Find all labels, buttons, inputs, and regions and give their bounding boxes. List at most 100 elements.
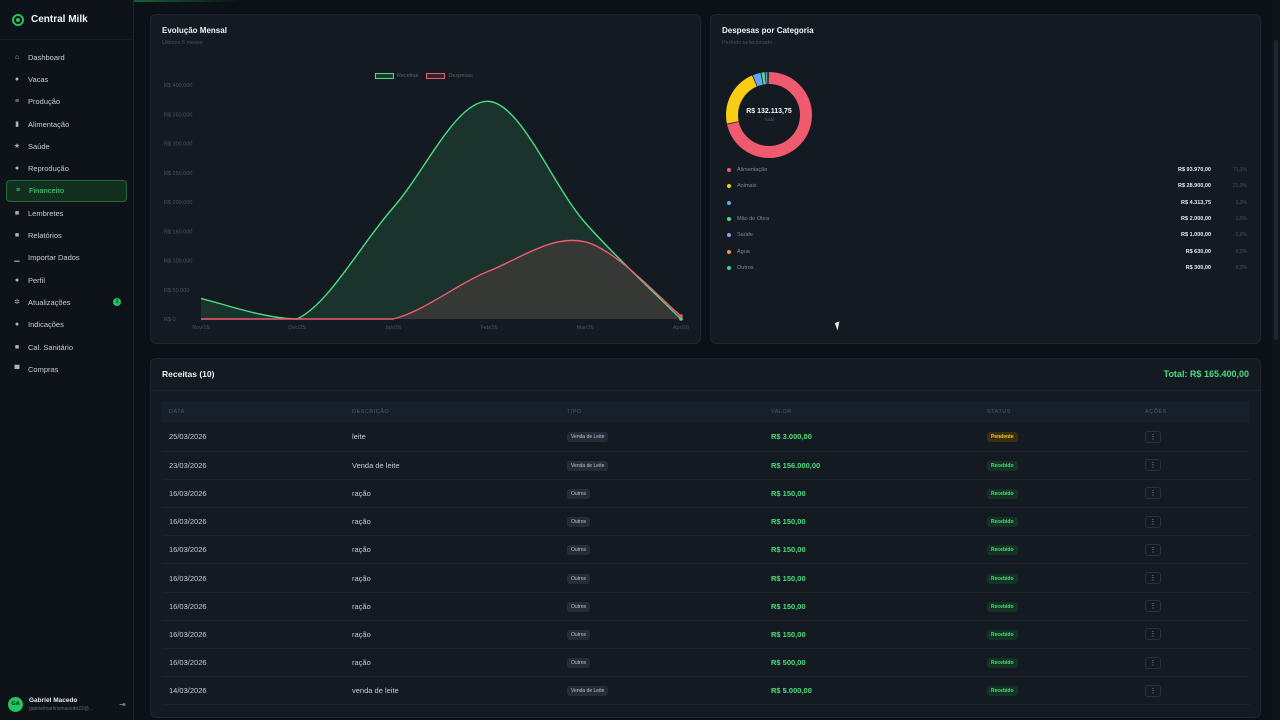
more-actions-button[interactable]: ⋮ [1145,684,1161,697]
sidebar-item-perfil[interactable]: ● Perfil [6,269,127,291]
row-value: R$ 150,00 [771,545,806,555]
sidebar-item-lembretes[interactable]: ■ Lembretes [6,202,127,224]
row-description: ração [352,601,371,611]
more-actions-button[interactable]: ⋮ [1145,600,1161,613]
category-row[interactable]: Animais R$ 28.900,00 21,9% [727,178,1247,194]
receitas-table: DATA DESCRIÇÃO TIPO VALOR STATUS AÇÕES 25/03/… [162,401,1250,705]
row-value: R$ 150,00 [771,488,806,498]
row-date: 14/03/2026 [169,686,207,696]
production-icon: ≡ [14,98,20,106]
status-badge: Recebido [987,686,1018,697]
more-actions-button[interactable]: ⋮ [1145,628,1161,641]
category-dot [727,168,731,173]
category-value: R$ 1.000,00 [1181,232,1211,239]
more-actions-button[interactable]: ⋮ [1145,430,1161,443]
category-dot [727,217,731,222]
category-name: Mão de Obra [737,216,770,223]
category-percent: 0,8% [1235,232,1247,239]
status-badge: Recebido [987,488,1018,499]
sidebar-item-label: Reprodução [28,164,69,174]
referrals-icon: ● [14,321,20,329]
series-point[interactable] [679,314,683,318]
category-value: R$ 300,00 [1185,264,1211,271]
sidebar-item-label: Relatórios [28,231,62,241]
sidebar-item-label: Vacas [28,74,49,84]
sidebar-item-relatorios[interactable]: ■ Relatórios [6,224,127,246]
category-percent: 0,5% [1235,248,1247,255]
sidebar-item-label: Perfil [28,275,46,285]
sidebar-item-producao[interactable]: ≡ Produção [6,91,127,113]
category-name: Água [737,248,750,255]
sidebar-item-label: Alimentação [28,119,70,129]
row-description: venda de leite [352,686,399,696]
brand[interactable]: Central Milk [0,0,133,40]
more-actions-button[interactable]: ⋮ [1145,656,1161,669]
y-tick-label: R$ 150.000 [164,229,192,235]
type-tag: Venda de Leite [567,686,609,697]
scrollbar-thumb[interactable] [1274,40,1278,340]
sidebar-item-vacas[interactable]: ● Vacas [6,68,127,90]
legend-item-receitas[interactable]: Receitas [375,73,418,79]
logout-icon[interactable]: ⇥ [119,699,126,709]
sidebar-item-importar-dados[interactable]: ▁ Importar Dados [6,247,127,269]
more-actions-button[interactable]: ⋮ [1145,487,1161,500]
series-point[interactable] [679,317,683,321]
sidebar-item-compras[interactable]: ▀ Compras [6,358,127,380]
category-percent: 71,1% [1232,167,1247,174]
kebab-icon: ⋮ [1149,659,1157,667]
status-badge: Recebido [987,629,1018,640]
more-actions-button[interactable]: ⋮ [1145,459,1161,472]
scrollbar-track[interactable] [1272,0,1280,720]
sidebar-item-cal-sanitario[interactable]: ■ Cal. Sanitário [6,336,127,358]
table-title: Receitas (10) [162,369,215,379]
row-date: 25/03/2026 [169,432,207,442]
category-row[interactable]: Alimentação R$ 93.970,00 71,1% [727,162,1247,178]
category-row[interactable]: Outros R$ 300,00 0,2% [727,260,1247,276]
table-row: 16/03/2026 ração Outros R$ 150,00 Recebido ⋮ [162,564,1250,593]
avatar[interactable]: GA [8,696,23,712]
sidebar-item-alimentacao[interactable]: ▮ Alimentação [6,113,127,135]
kebab-icon: ⋮ [1149,546,1157,554]
donut-slice[interactable] [726,72,812,158]
more-actions-button[interactable]: ⋮ [1145,543,1161,556]
kebab-icon: ⋮ [1149,490,1157,498]
table-row: 16/03/2026 ração Outros R$ 150,00 Recebido ⋮ [162,508,1250,536]
row-date: 16/03/2026 [169,601,207,611]
sidebar-item-saude[interactable]: ★ Saúde [6,135,127,157]
area-chart: R$ 0 R$ 50.000 R$ 100.000 R$ 150.000 R$ 200.… [164,83,689,331]
sidebar-item-dashboard[interactable]: ⌂ Dashboard [6,46,127,68]
category-row[interactable]: Mão de Obra R$ 2.000,00 1,5% [727,211,1247,227]
category-dot [727,233,731,238]
sidebar-item-reproducao[interactable]: ● Reprodução [6,157,127,179]
sidebar-item-label: Importar Dados [28,253,80,263]
sidebar-item-financeiro[interactable]: ≡ Financeiro [6,179,127,203]
series-area-despesas [201,240,681,319]
category-row[interactable]: Água R$ 630,00 0,5% [727,243,1247,259]
category-row[interactable]: R$ 4.313,75 3,3% [727,195,1247,211]
series-line-despesas[interactable] [200,239,682,320]
sidebar-item-indicacoes[interactable]: ● Indicações [6,314,127,336]
sidebar: Central Milk ⌂ Dashboard ● Vacas ≡ Produção ▮ A… [0,0,134,720]
logo-icon [12,13,24,26]
more-actions-button[interactable]: ⋮ [1145,515,1161,528]
legend-item-despesas[interactable]: Despesas [426,73,473,79]
row-description: leite [352,432,366,442]
y-tick-label: R$ 100.000 [164,259,192,265]
row-value: R$ 150,00 [771,629,806,639]
donut-total-label: Total [764,117,774,122]
more-actions-button[interactable]: ⋮ [1145,572,1161,585]
category-row[interactable]: Saúde R$ 1.000,00 0,8% [727,227,1247,243]
y-tick-label: R$ 400.000 [164,83,192,89]
row-description: ração [352,517,371,527]
row-description: ração [352,629,371,639]
column-header: DATA [169,409,185,415]
reproduction-icon: ● [14,165,20,173]
table-row: 16/03/2026 ração Outros R$ 150,00 Recebido ⋮ [162,620,1250,649]
updates-badge: 1 [113,298,121,307]
table-row: 16/03/2026 ração Outros R$ 500,00 Recebido ⋮ [162,649,1250,677]
user-email: gabrielmartinsmacedo22@... [29,705,93,712]
row-date: 16/03/2026 [169,573,207,583]
donut-slice[interactable] [726,72,812,158]
sidebar-item-atualizacoes[interactable]: ✲ Atualizações 1 [6,291,127,313]
row-description: ração [352,573,371,583]
